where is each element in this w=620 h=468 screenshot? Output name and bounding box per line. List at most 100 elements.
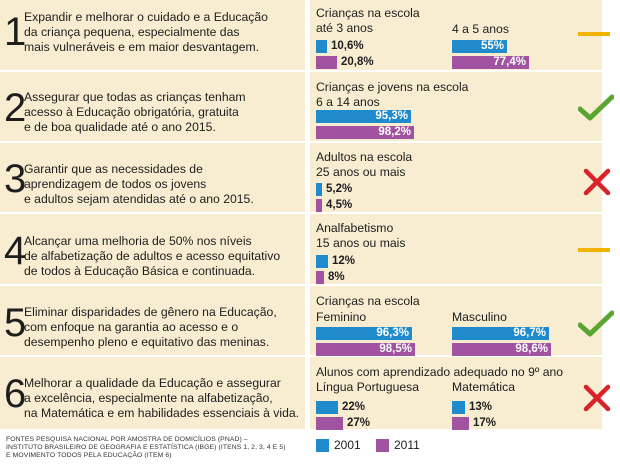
bar-value-label: 17%	[473, 417, 497, 429]
legend-label-2011: 2011	[394, 438, 420, 452]
row-background	[0, 143, 602, 212]
bar-value-label: 22%	[342, 401, 366, 413]
dash-icon	[578, 236, 614, 269]
bar-2011	[316, 343, 415, 356]
chart-header: Alunos com aprendizado adequado no 9º an…	[316, 365, 564, 379]
check-icon	[577, 310, 615, 343]
row-background	[0, 357, 602, 429]
goal-text-line: de todos à Educação Básica e continuada.	[24, 264, 256, 278]
bar-2001	[316, 110, 411, 123]
goal-number: 3	[4, 157, 26, 201]
goal-text-line: e adultos sejam atendidas até o ano 2015…	[24, 192, 254, 206]
row-divider	[305, 0, 310, 70]
group-title: Matemática	[452, 380, 515, 394]
bar-2011	[452, 343, 551, 356]
bar-value-label: 20,8%	[341, 56, 374, 68]
bar-2001	[452, 401, 465, 414]
cross-icon	[580, 384, 616, 417]
bar-value-label: 77,4%	[493, 56, 526, 68]
goal-row-6: 6 Melhorar a qualidade da Educação e asse…	[0, 357, 620, 430]
goal-text-line: a excelência, especialmente na alfabetiz…	[24, 391, 273, 405]
group-title: Masculino	[452, 310, 507, 324]
footnote-line: INSTITUTO BRASILEIRO DE GEOGRAFIA E ESTA…	[6, 444, 286, 452]
bar-value-label: 4,5%	[326, 199, 353, 211]
bar-value-label: 12%	[332, 255, 356, 267]
footnote-line: E MOVIMENTO TODOS PELA EDUCAÇÃO (ITEM 6)	[6, 452, 172, 460]
goal-text-line: Melhorar a qualidade da Educação e asseg…	[24, 376, 281, 390]
goal-text-line: Expandir e melhorar o cuidado e a Educaç…	[24, 10, 268, 24]
group-title: 4 a 5 anos	[452, 22, 509, 36]
dash-icon	[578, 20, 614, 53]
bar-value-label: 55%	[480, 40, 504, 52]
goal-text-line: de alfabetização de adultos e acesso equ…	[24, 249, 281, 263]
goal-text: Assegurar que todas as crianças tenham ac…	[24, 90, 304, 135]
group-title: Crianças na escola	[316, 6, 420, 20]
goal-number: 1	[4, 10, 26, 54]
goal-text: Garantir que as necessidades de aprendiza…	[24, 162, 304, 207]
goal-row-4: 4 Alcançar uma melhoria de 50% nos níveis…	[0, 214, 620, 284]
goal-text-line: e de boa qualidade até o ano 2015.	[24, 120, 216, 134]
bar-2011	[316, 199, 322, 212]
bar-2011	[452, 417, 469, 430]
row-background	[0, 72, 602, 141]
goal-text-line: Garantir que as necessidades de	[24, 162, 203, 176]
group-title: 15 anos ou mais	[316, 236, 406, 250]
goal-row-5: 5 Eliminar disparidades de gênero na Educ…	[0, 286, 620, 356]
group-title: Língua Portuguesa	[316, 380, 419, 394]
legend-swatch-2001	[316, 439, 329, 452]
group-title: Feminino	[316, 310, 367, 324]
goal-number: 5	[4, 301, 26, 345]
bar-value-label: 13%	[469, 401, 493, 413]
bar-2001	[316, 401, 338, 414]
bar-value-label: 8%	[328, 271, 345, 283]
goal-row-2: 2 Assegurar que todas as crianças tenham a…	[0, 72, 620, 141]
legend-swatch-2011	[376, 439, 389, 452]
bar-value-label: 10,6%	[331, 40, 364, 52]
bar-value-label: 96,3%	[376, 327, 409, 339]
footnote-line: FONTES PESQUISA NACIONAL POR AMOSTRA DE …	[6, 436, 248, 443]
bar-2011	[316, 271, 324, 284]
bar-value-label: 5,2%	[326, 183, 353, 195]
goal-text-line: da criança pequena, especialmente das	[24, 25, 240, 39]
bar-2001	[452, 327, 549, 340]
goal-text: Eliminar disparidades de gênero na Educa…	[24, 305, 304, 350]
chart-header: Crianças na escola	[316, 294, 420, 308]
group-title: Adultos na escola	[316, 150, 413, 164]
bar-2011	[452, 56, 529, 69]
goal-number: 6	[4, 372, 26, 416]
bar-2001	[316, 183, 322, 196]
bar-2001	[316, 327, 412, 340]
bar-2011	[316, 417, 343, 430]
goal-text-line: acesso à Educação obrigatória, gratuita	[24, 105, 239, 119]
bar-2001	[452, 40, 507, 53]
goal-number: 2	[4, 86, 26, 130]
goal-text-line: desempenho pleno e equitativo das menina…	[24, 335, 270, 349]
group-title: Crianças e jovens na escola	[316, 80, 469, 94]
group-title: Analfabetismo	[316, 221, 394, 235]
bar-value-label: 98,6%	[515, 343, 548, 355]
goal-text-line: Eliminar disparidades de gênero na Educa…	[24, 305, 277, 319]
goal-text-line: mais vulneráveis e em maior desvantagem.	[24, 40, 260, 54]
row-divider	[305, 357, 310, 429]
cross-icon	[580, 168, 616, 201]
group-title: até 3 anos	[316, 21, 373, 35]
row-divider	[305, 143, 310, 212]
sources-footnote: FONTES PESQUISA NACIONAL POR AMOSTRA DE …	[6, 436, 306, 461]
bar-value-label: 96,7%	[513, 327, 546, 339]
bar-value-label: 95,3%	[375, 110, 408, 122]
goal-text: Expandir e melhorar o cuidado e a Educaç…	[24, 10, 304, 55]
goal-text-line: com enfoque na garantia ao acesso e o	[24, 320, 239, 334]
goal-row-3: 3 Garantir que as necessidades de aprendiz…	[0, 143, 620, 212]
bar-value-label: 27%	[347, 417, 371, 429]
goal-row-1: 1 Expandir e melhorar o cuidado e a Educa…	[0, 0, 620, 70]
row-divider	[305, 286, 310, 355]
bar-2011	[316, 56, 337, 69]
goal-text-line: na Matemática e em habilidades essenciai…	[24, 406, 300, 420]
group-title: 6 a 14 anos	[316, 95, 380, 109]
goal-text: Melhorar a qualidade da Educação e asseg…	[24, 376, 304, 421]
goal-text-line: Alcançar uma melhoria de 50% nos níveis	[24, 234, 252, 248]
bar-2011	[316, 126, 414, 139]
check-icon	[577, 94, 615, 127]
row-divider	[305, 214, 310, 284]
bar-value-label: 98,2%	[378, 126, 411, 138]
